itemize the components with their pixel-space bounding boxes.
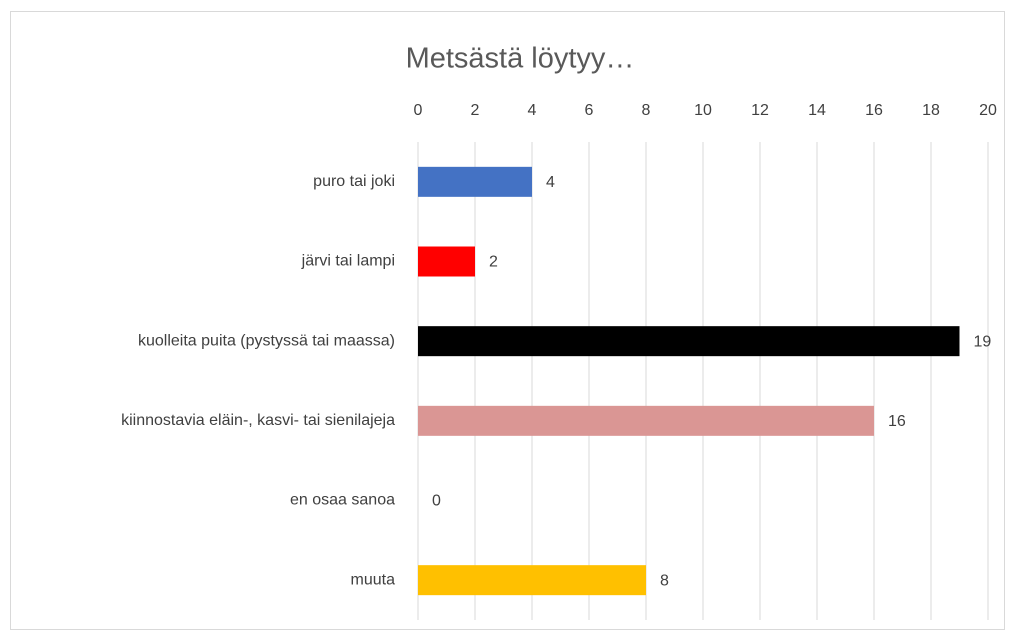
bar (418, 326, 960, 357)
bar (418, 405, 874, 436)
x-tick-label: 14 (808, 102, 826, 119)
data-label: 19 (974, 333, 992, 350)
y-tick-label: kuolleita puita (pystyssä tai maassa) (138, 332, 395, 349)
x-tick-label: 2 (471, 102, 480, 119)
y-tick-label: puro tai joki (313, 173, 395, 190)
bar (418, 565, 646, 596)
data-label: 16 (888, 413, 906, 430)
y-tick-label: kiinnostavia eläin-, kasvi- tai sienilaj… (121, 412, 395, 429)
y-tick-label: en osaa sanoa (290, 492, 395, 509)
data-label: 8 (660, 572, 669, 589)
data-label: 0 (432, 493, 441, 510)
x-tick-label: 16 (865, 102, 883, 119)
x-tick-label: 20 (979, 102, 997, 119)
y-tick-label: järvi tai lampi (301, 253, 395, 270)
chart-title: Metsästä löytyy… (406, 43, 635, 75)
bar (418, 166, 532, 197)
x-tick-label: 18 (922, 102, 940, 119)
data-label: 4 (546, 174, 555, 191)
x-tick-label: 12 (751, 102, 769, 119)
chart-frame (10, 11, 1005, 630)
data-label: 2 (489, 254, 498, 271)
x-tick-label: 6 (585, 102, 594, 119)
x-tick-label: 4 (528, 102, 537, 119)
x-tick-label: 10 (694, 102, 712, 119)
y-tick-label: muuta (351, 571, 396, 588)
x-tick-label: 0 (414, 102, 423, 119)
bar (418, 246, 475, 277)
x-tick-label: 8 (642, 102, 651, 119)
